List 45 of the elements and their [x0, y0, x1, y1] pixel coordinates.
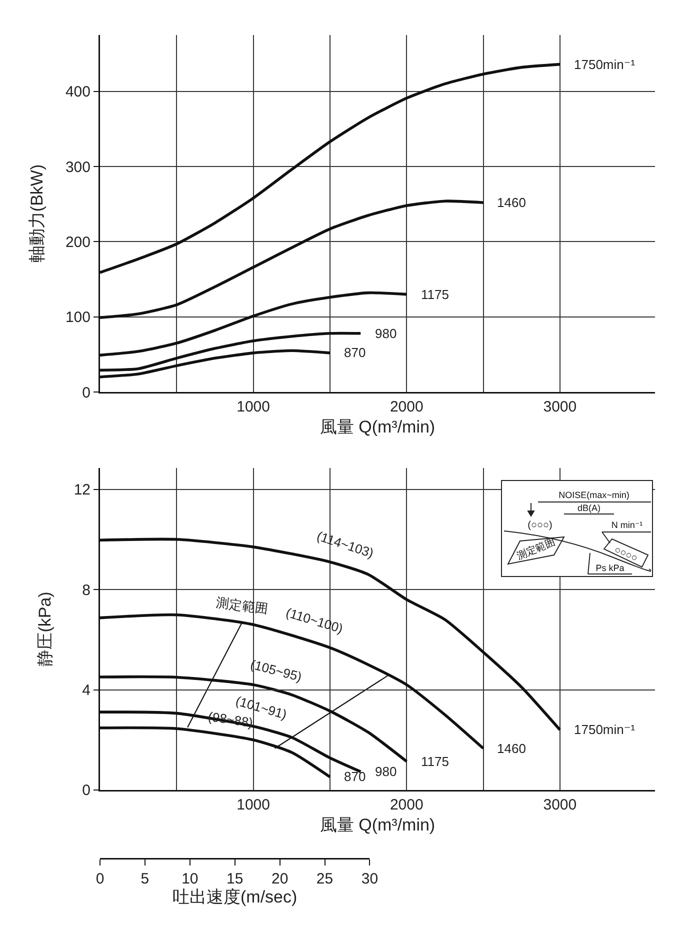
y-tick-label: 300	[65, 158, 90, 176]
series-label: 1460	[497, 195, 526, 210]
series-label: 980	[375, 326, 397, 341]
y-axis-title: 軸動力(BkW)	[27, 164, 46, 263]
series-label: 1750min⁻¹	[574, 722, 636, 737]
x2-tick-label: 0	[96, 870, 104, 888]
series-label: 1460	[497, 741, 526, 756]
x-axis-title: 風量 Q(m³/min)	[320, 418, 436, 437]
series-label: 870	[344, 345, 366, 360]
series-label: 1750min⁻¹	[574, 57, 636, 72]
annotation: Ps kPa	[596, 563, 624, 573]
y-tick-label: 400	[65, 84, 90, 101]
x2-axis-title: 吐出速度(m/sec)	[172, 888, 298, 907]
series-label: 1175	[421, 287, 449, 302]
annotation: 測定範囲	[515, 536, 557, 562]
annotation: ○○○○	[612, 544, 640, 564]
series-label: 1175	[421, 754, 449, 769]
x2-tick-label: 30	[361, 870, 378, 888]
series-label: 870	[344, 769, 366, 784]
y-tick-label: 0	[82, 384, 90, 402]
annotation: N min⁻¹	[611, 520, 643, 530]
x2-tick-label: 25	[316, 870, 334, 888]
x-tick-label: 3000	[543, 796, 577, 814]
y-tick-label: 12	[74, 482, 90, 499]
x-tick-label: 2000	[390, 796, 424, 814]
annotation: dB(A)	[577, 503, 601, 513]
y-tick-label: 8	[82, 582, 90, 599]
x-axis-title: 風量 Q(m³/min)	[320, 816, 436, 835]
y-axis-title: 静圧(kPa)	[36, 592, 55, 666]
x2-tick-label: 15	[226, 870, 244, 888]
annotation: NOISE(max~min)	[558, 490, 630, 500]
annotation: (○○○)	[528, 520, 552, 531]
y-tick-label: 4	[82, 682, 90, 700]
x2-tick-label: 5	[140, 870, 150, 888]
x-tick-label: 1000	[236, 398, 270, 416]
x-tick-label: 2000	[390, 398, 424, 416]
annotation: 測定範囲	[215, 594, 269, 616]
y-tick-label: 0	[82, 782, 90, 800]
x2-tick-label: 10	[182, 870, 198, 888]
series-label: 980	[375, 764, 397, 779]
x-tick-label: 1000	[236, 796, 270, 814]
y-tick-label: 100	[65, 309, 90, 326]
x-tick-label: 3000	[543, 398, 577, 416]
x2-tick-label: 20	[271, 870, 288, 888]
y-tick-label: 200	[65, 234, 90, 251]
